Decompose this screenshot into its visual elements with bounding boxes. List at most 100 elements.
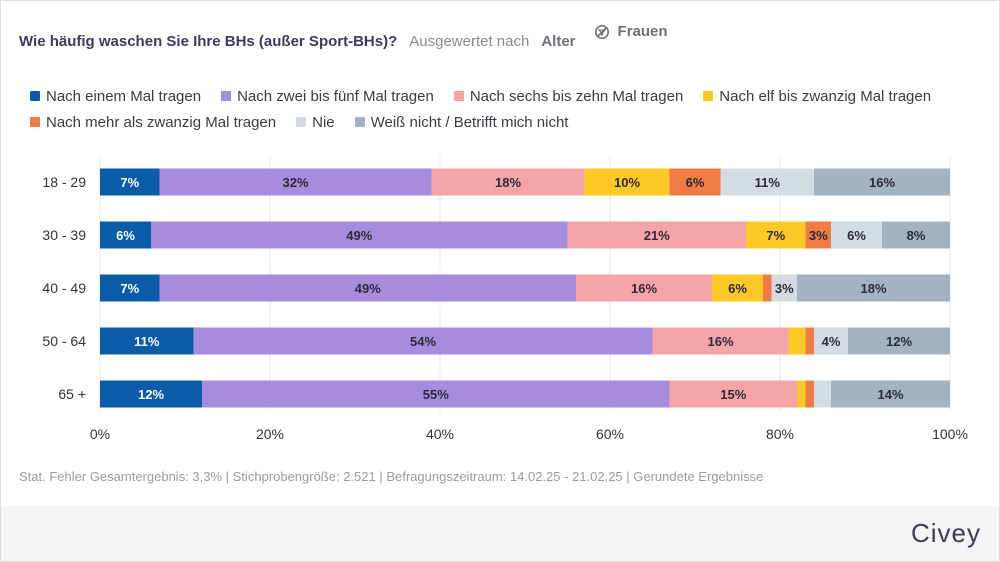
x-tick-label: 100% — [932, 426, 968, 442]
bar-value-label: 8% — [907, 228, 926, 243]
segment-selector[interactable]: Alter — [541, 32, 576, 50]
chart-legend: Nach einem Mal tragen Nach zwei bis fünf… — [30, 83, 980, 135]
bar-segment — [159, 168, 432, 196]
bar-segment — [567, 221, 746, 249]
bar-value-label: 16% — [631, 281, 657, 296]
bar-segment — [805, 221, 831, 249]
footer: Civey — [1, 506, 999, 561]
bar-segment — [669, 168, 721, 196]
bar-value-label: 18% — [860, 281, 886, 296]
bar-value-label: 6% — [847, 228, 866, 243]
legend-swatch — [30, 91, 40, 101]
bar-segment — [576, 274, 712, 302]
legend-swatch — [296, 117, 307, 127]
legend-item-zwei-bis-fuenf[interactable]: Nach zwei bis fünf Mal tragen — [221, 88, 434, 105]
bar-segment — [100, 221, 151, 249]
legend-item-elf-bis-zwanzig[interactable]: Nach elf bis zwanzig Mal tragen — [703, 88, 931, 105]
bar-value-label: 6% — [728, 281, 747, 296]
legend-swatch — [453, 91, 464, 101]
bar-value-label: 11% — [134, 334, 160, 349]
bar-value-label: 15% — [720, 387, 746, 402]
filter-chip[interactable]: Frauen — [594, 23, 668, 40]
bar-segment — [159, 274, 576, 302]
bar-segment — [652, 327, 789, 355]
bar-segment — [763, 274, 772, 302]
bar-value-label: 3% — [775, 281, 794, 296]
bar-segment — [100, 327, 194, 355]
legend-item-einmal[interactable]: Nach einem Mal tragen — [30, 88, 201, 105]
legend-item-sechs-bis-zehn[interactable]: Nach sechs bis zehn Mal tragen — [453, 87, 684, 105]
bar-value-label: 3% — [809, 228, 828, 243]
bar-segment — [805, 380, 814, 408]
bar-segment — [848, 327, 950, 355]
bar-segment — [712, 274, 763, 302]
legend-row: Nach mehr als zwanzig Mal tragen Nie Wei… — [30, 109, 980, 135]
legend-label: Weiß nicht / Betrifft mich nicht — [370, 113, 569, 131]
bar-value-label: 6% — [686, 175, 705, 190]
legend-label: Nach mehr als zwanzig Mal tragen — [46, 113, 277, 131]
bar-segment — [882, 221, 950, 249]
stacked-bar-chart: 0% 20% 40% 60% 80% 100% 18 - 29 7% 32% 18% 10% 6% 11… — [42, 157, 968, 442]
bar-value-label: 7% — [766, 228, 785, 243]
bar-segment — [814, 168, 950, 196]
bar-segment — [100, 274, 160, 302]
x-tick-label: 20% — [256, 426, 284, 442]
bar-segment — [814, 380, 831, 408]
legend-swatch — [703, 91, 714, 101]
category-label: 50 - 64 — [42, 333, 86, 349]
legend-row: Nach einem Mal tragen Nach zwei bis fünf… — [30, 83, 980, 109]
bar-segment — [797, 274, 950, 302]
bar-value-label: 49% — [346, 228, 372, 243]
evaluated-by-label: Ausgewertet nach — [409, 32, 530, 50]
civey-logo[interactable]: Civey — [910, 518, 981, 548]
bar-value-label: 12% — [138, 387, 164, 402]
filter-off-icon — [594, 24, 609, 39]
bar-value-label: 54% — [410, 334, 436, 349]
bar-value-label: 10% — [614, 175, 640, 190]
bar-segment — [814, 327, 848, 355]
bar-segment — [100, 168, 160, 196]
bar-value-label: 21% — [644, 228, 670, 243]
bar-segment — [669, 380, 797, 408]
bar-segment — [193, 327, 653, 355]
bar-segment — [771, 274, 797, 302]
legend-label: Nach zwei bis fünf Mal tragen — [237, 87, 434, 105]
bar-segment — [746, 221, 806, 249]
bar-segment — [831, 221, 882, 249]
bar-segment — [720, 168, 814, 196]
bar-value-label: 11% — [755, 175, 781, 190]
bar-value-label: 6% — [116, 228, 135, 243]
bar-segment — [202, 380, 670, 408]
legend-swatch — [30, 117, 40, 127]
category-label: 30 - 39 — [42, 227, 86, 243]
bar-value-label: 14% — [877, 387, 903, 402]
legend-item-weiss-nicht[interactable]: Weiß nicht / Betrifft mich nicht — [354, 113, 569, 131]
legend-item-mehr-als-zwanzig[interactable]: Nach mehr als zwanzig Mal tragen — [30, 114, 276, 131]
legend-label: Nach sechs bis zehn Mal tragen — [469, 87, 684, 105]
legend-label: Nach elf bis zwanzig Mal tragen — [719, 87, 932, 105]
x-tick-label: 80% — [766, 426, 794, 442]
bar-value-label: 4% — [822, 334, 841, 349]
bar-segment — [831, 380, 950, 408]
bar-segment — [584, 168, 670, 196]
legend-swatch — [221, 91, 232, 101]
bar-value-label: 32% — [282, 175, 308, 190]
footnote: Stat. Fehler Gesamtergebnis: 3,3% | Stic… — [19, 469, 764, 484]
legend-swatch — [354, 117, 365, 127]
legend-item-nie[interactable]: Nie — [296, 114, 335, 131]
bar-value-label: 7% — [120, 175, 139, 190]
bar-segment — [100, 380, 202, 408]
bar-value-label: 7% — [120, 281, 139, 296]
bar-value-label: 16% — [869, 175, 895, 190]
bar-value-label: 12% — [886, 334, 912, 349]
bar-segment — [431, 168, 585, 196]
chart-title: Wie häufig waschen Sie Ihre BHs (außer S… — [19, 32, 398, 50]
x-tick-label: 60% — [596, 426, 624, 442]
category-label: 40 - 49 — [42, 280, 86, 296]
bar-segment — [151, 221, 568, 249]
category-label: 65 + — [58, 386, 86, 402]
bar-segment — [788, 327, 806, 355]
x-tick-label: 40% — [426, 426, 454, 442]
bar-segment — [805, 327, 814, 355]
legend-label: Nach einem Mal tragen — [46, 87, 202, 105]
